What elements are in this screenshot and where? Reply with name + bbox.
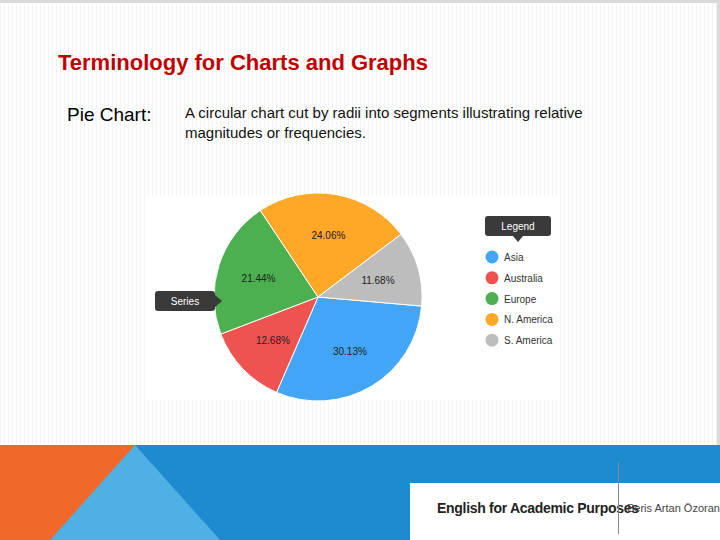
term: Pie Chart: xyxy=(67,104,151,126)
footer-triangle xyxy=(0,445,220,540)
chart-area: 30.13% 12.68% 21.44% 24.06% 11.68% Asia Austra… xyxy=(145,195,560,400)
pie-slice xyxy=(318,234,422,306)
data-label: 30.13% xyxy=(333,346,367,357)
pie-chart: 30.13% 12.68% 21.44% 24.06% 11.68% Asia Austra… xyxy=(145,195,560,400)
footer-divider xyxy=(618,462,619,534)
slide-border xyxy=(0,0,720,3)
pie-slice xyxy=(260,193,401,297)
course-name: English for Academic Purposes xyxy=(437,500,639,516)
legend-label: Australia xyxy=(504,273,543,284)
definition: A circular chart cut by radii into segme… xyxy=(185,103,655,143)
data-label: 11.68% xyxy=(361,275,394,286)
callout-text: Legend xyxy=(501,221,534,232)
legend-swatch xyxy=(486,334,499,347)
callout-pointer xyxy=(215,295,222,307)
legend-label: Europe xyxy=(504,294,537,305)
callout-pointer xyxy=(513,236,523,242)
callout-box xyxy=(155,291,215,311)
author-name: Beris Artan Özoran xyxy=(627,502,720,514)
annotations: Legend Series xyxy=(155,216,551,311)
data-label: 12.68% xyxy=(256,335,290,346)
footer-triangle xyxy=(0,445,135,540)
legend-swatch xyxy=(486,313,499,326)
callout-box xyxy=(485,216,551,236)
legend-swatch xyxy=(486,271,499,284)
data-label: 24.06% xyxy=(311,230,345,241)
data-label: 21.44% xyxy=(242,273,276,284)
legend-swatch xyxy=(486,251,499,264)
data-labels: 30.13% 12.68% 21.44% 24.06% 11.68% xyxy=(242,230,395,356)
footer-band-fill xyxy=(0,445,720,540)
slide-border xyxy=(717,0,720,445)
legend-label: S. America xyxy=(504,335,553,346)
legend-swatch xyxy=(486,292,499,305)
callout-text: Series xyxy=(171,296,199,307)
slices xyxy=(214,193,422,401)
slide-title: Terminology for Charts and Graphs xyxy=(58,50,428,76)
legend: Asia Australia Europe N. America S. America xyxy=(486,251,554,347)
legend-label: Asia xyxy=(504,252,524,263)
legend-label: N. America xyxy=(504,314,553,325)
